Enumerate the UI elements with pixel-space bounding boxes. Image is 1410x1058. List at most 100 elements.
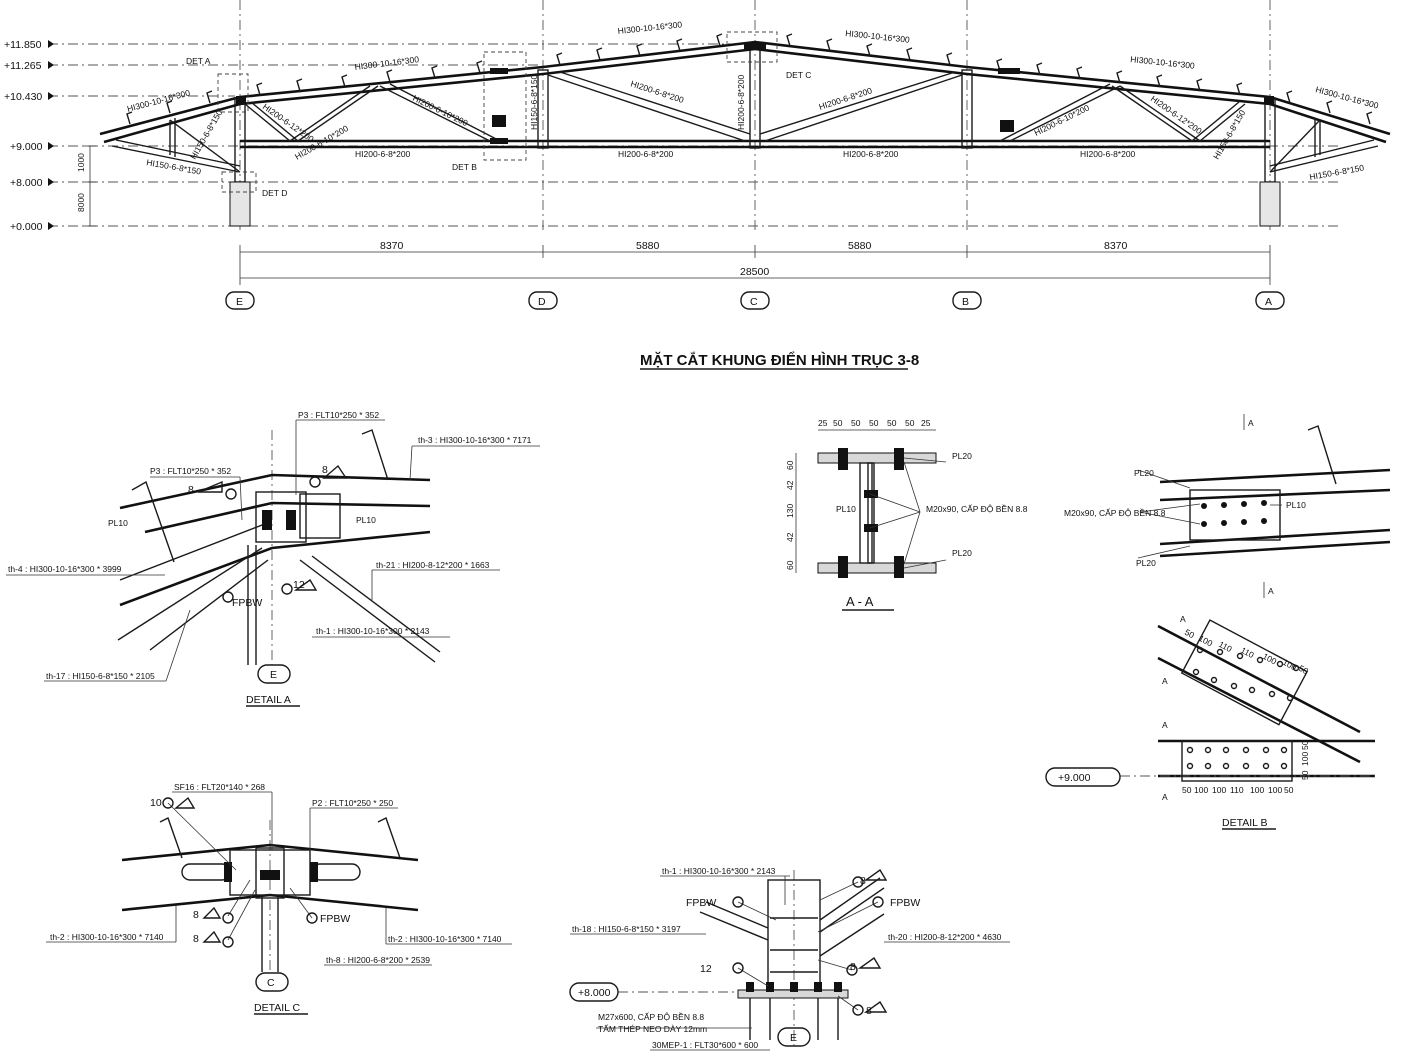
label-th3: th-3 : HI300-10-16*300 * 7171 [418, 435, 532, 445]
label-p2: P2 : FLT10*250 * 250 [312, 798, 393, 808]
svg-text:HI300-10-16*300: HI300-10-16*300 [617, 19, 683, 36]
det-a-label: DET A [186, 56, 211, 66]
level-tag: +11.850 [4, 39, 42, 51]
cantilever-brace-left [111, 145, 241, 173]
level-tag: +0.000 [10, 221, 43, 233]
det-d-box [221, 171, 257, 193]
span-dimensions: 8370 5880 5880 8370 28500 [239, 240, 1271, 285]
svg-text:25: 25 [921, 418, 931, 428]
section-title: MẶT CẮT KHUNG ĐIỂN HÌNH TRỤC 3-8 [640, 351, 919, 369]
svg-text:HI200-6-8*200: HI200-6-8*200 [618, 149, 674, 159]
level-tag: +9.000 [10, 141, 43, 153]
axis-bubble-a: A [1265, 296, 1272, 308]
purlins [126, 33, 1373, 125]
cut-mark-a: A [1268, 586, 1274, 596]
svg-text:HI200-6-8*200: HI200-6-8*200 [629, 78, 685, 105]
axis-bubbles: E D C B A [225, 291, 1285, 310]
svg-text:50: 50 [869, 418, 879, 428]
svg-text:110: 110 [1217, 639, 1234, 654]
label-pl20: PL20 [1136, 558, 1156, 568]
weld-size: 8 [193, 933, 199, 945]
svg-text:100: 100 [1197, 633, 1214, 649]
svg-text:100: 100 [1300, 752, 1310, 766]
svg-text:HI300-10-16*300: HI300-10-16*300 [354, 54, 420, 72]
label-pl10: PL10 [836, 504, 856, 514]
label-pl20: PL20 [952, 548, 972, 558]
anchor-bolts [746, 982, 842, 992]
svg-text:100: 100 [1250, 785, 1264, 795]
level-tag: +10.430 [4, 91, 42, 103]
svg-text:HI300-10-16*300: HI300-10-16*300 [845, 28, 911, 45]
svg-text:130: 130 [785, 504, 795, 518]
span-dim: 8370 [1104, 240, 1128, 252]
axis-bubble-e: E [790, 1032, 797, 1044]
dim-8000: 8000 [76, 193, 86, 212]
label-th18: th-18 : HI150-6-8*150 * 3197 [572, 924, 681, 934]
svg-text:HI150-6-8*150: HI150-6-8*150 [1309, 162, 1365, 181]
label-th20: th-20 : HI200-8-12*200 * 4630 [888, 932, 1002, 942]
detail-b-side-dims: 50 100 50 [1300, 740, 1310, 780]
svg-text:50: 50 [833, 418, 843, 428]
section-a-a: 25 50 50 50 50 50 25 60 42 130 42 60 PL2… [785, 418, 1028, 611]
det-b-label: DET B [452, 162, 477, 172]
detail-c: SF16 : FLT20*140 * 268 P2 : FLT10*250 * … [46, 782, 512, 1015]
axis-bubble-c: C [750, 296, 758, 308]
column-stub-a [1259, 181, 1281, 227]
level-tag: +11.265 [4, 60, 42, 72]
label-th1: th-1 : HI300-10-16*300 * 2143 [662, 866, 776, 876]
cut-mark-a: A [1180, 614, 1186, 624]
truss-diagonals [169, 71, 1321, 173]
cut-mark-a: A [1162, 720, 1168, 730]
label-pl10: PL10 [108, 518, 128, 528]
svg-text:50: 50 [905, 418, 915, 428]
cantilever-brace-right [1269, 145, 1379, 173]
svg-text:50: 50 [1183, 627, 1196, 640]
det-a-box [217, 73, 249, 113]
detail-b-flat-bolts [1186, 746, 1288, 770]
weld-size: 12 [700, 963, 712, 975]
svg-text:100: 100 [1194, 785, 1208, 795]
cut-mark-a: A [1162, 676, 1168, 686]
detail-b-title: DETAIL B [1222, 817, 1268, 829]
label-p3-left: P3 : FLT10*250 * 352 [150, 466, 231, 476]
svg-text:HI200-6-8*200: HI200-6-8*200 [736, 74, 746, 130]
dim-1000: 1000 [76, 153, 86, 172]
axis-bubble-e: E [236, 296, 243, 308]
svg-text:110: 110 [1230, 785, 1244, 795]
label-th1: th-1 : HI300-10-16*300 * 2143 [316, 626, 430, 636]
svg-text:60: 60 [785, 460, 795, 470]
svg-text:50: 50 [887, 418, 897, 428]
svg-text:HI200-6-10*200: HI200-6-10*200 [411, 93, 470, 128]
cut-mark-a: A [1162, 792, 1168, 802]
det-c-box [726, 31, 778, 63]
svg-text:60: 60 [785, 560, 795, 570]
svg-text:50: 50 [1297, 663, 1310, 676]
det-d-label: DET D [262, 188, 287, 198]
weld-size: 12 [293, 579, 305, 591]
label-fpbw: FPBW [890, 897, 920, 909]
axis-bubble-e: E [270, 669, 277, 681]
svg-text:50: 50 [1284, 785, 1294, 795]
det-c-label: DET C [786, 70, 811, 80]
detail-a: P3 : FLT10*250 * 352 P3 : FLT10*250 * 35… [6, 410, 540, 707]
axis-bubble-d: D [538, 296, 546, 308]
label-pl20: PL20 [1134, 468, 1154, 478]
level-tag: +9.000 [1058, 772, 1091, 784]
svg-text:42: 42 [785, 480, 795, 490]
svg-text:25: 25 [818, 418, 828, 428]
level-tag: +8.000 [10, 177, 43, 189]
label-fpbw: FPBW [232, 597, 262, 609]
svg-text:HI300-10-16*300: HI300-10-16*300 [1314, 84, 1379, 110]
weld-size: 8 [860, 875, 866, 887]
svg-text:42: 42 [785, 532, 795, 542]
level-tag: +8.000 [578, 987, 611, 999]
svg-text:HI200-6-8*200: HI200-6-8*200 [843, 149, 899, 159]
detail-a-title: DETAIL A [246, 694, 291, 706]
main-truss-section: +11.850 +11.265 +10.430 +9.000 +8.000 +0… [4, 0, 1391, 370]
label-th2: th-2 : HI300-10-16*300 * 7140 [388, 934, 502, 944]
weld-size: 8 [322, 464, 328, 476]
label-th4: th-4 : HI300-10-16*300 * 3999 [8, 564, 122, 574]
level-tags: +11.850 +11.265 +10.430 +9.000 +8.000 +0… [4, 39, 54, 233]
label-fpbw: FPBW [686, 897, 716, 909]
